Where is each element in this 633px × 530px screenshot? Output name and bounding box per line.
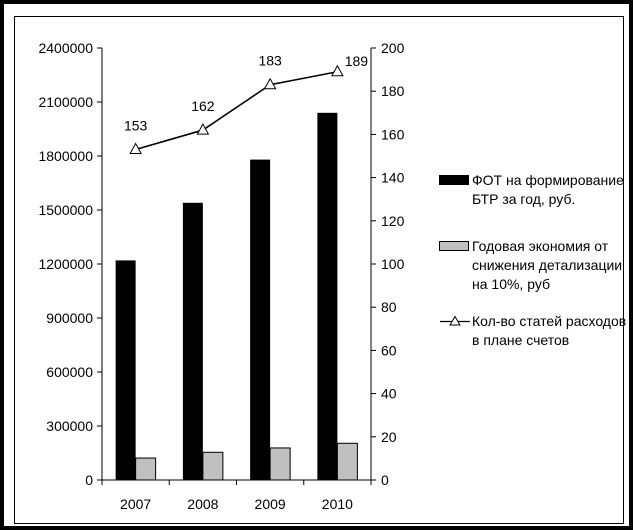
x-tick-label: 2010 xyxy=(322,496,353,512)
bar-fot xyxy=(250,159,271,480)
y-right-tick-label: 160 xyxy=(381,126,405,142)
chart-area: 0 300000 600000 900000 1200000 1500000 1800000… xyxy=(14,16,626,524)
x-tick-label: 2008 xyxy=(187,496,218,512)
y-right-tick-label: 80 xyxy=(381,299,397,315)
bar-savings xyxy=(336,442,358,481)
legend-label-articles-line2: в плане счетов xyxy=(472,332,570,348)
legend-label-savings-line1: Годовая экономия от xyxy=(472,238,609,254)
data-label-articles: 189 xyxy=(345,53,369,69)
bar-fot xyxy=(317,112,338,481)
y-right-tick-label: 180 xyxy=(381,83,405,99)
legend-swatch-fot xyxy=(439,175,469,185)
y-right-tick-label: 20 xyxy=(381,429,397,445)
combo-chart: 0 300000 600000 900000 1200000 1500000 1800000… xyxy=(38,40,405,512)
y-right-tick-label: 120 xyxy=(381,213,405,229)
bar-savings xyxy=(202,451,224,481)
line-articles xyxy=(135,70,338,151)
data-label-articles: 183 xyxy=(258,53,282,69)
y-right-tick-label: 100 xyxy=(381,256,405,272)
y-left-tick-label: 0 xyxy=(85,472,93,488)
legend-label-savings-line3: на 10%, руб xyxy=(472,276,551,292)
y-left-tick-label: 900000 xyxy=(46,310,93,326)
y-right-tick-label: 140 xyxy=(381,170,405,186)
y-right-tick-label: 200 xyxy=(381,40,405,56)
marker-articles xyxy=(196,123,210,135)
marker-articles xyxy=(129,142,142,155)
bar-fot xyxy=(182,202,203,481)
y-left-tick-label: 1500000 xyxy=(38,202,93,218)
legend-label-articles: Кол-во статей расходов в плане счетов xyxy=(472,312,633,350)
y-left-tick-label: 2400000 xyxy=(38,40,93,56)
x-tick-label: 2007 xyxy=(120,496,151,512)
legend-label-savings: Годовая экономия от снижения детализации… xyxy=(472,237,633,294)
marker-articles xyxy=(331,64,344,77)
legend-label-articles-line1: Кол-во статей расходов xyxy=(472,313,627,329)
x-tick-label: 2009 xyxy=(255,496,286,512)
marker-articles xyxy=(263,77,277,90)
legend-label-fot: ФОТ на формирование БТР за год, руб. xyxy=(472,171,633,209)
bar-fot xyxy=(115,260,136,480)
data-label-articles: 162 xyxy=(191,98,215,114)
data-label-articles: 153 xyxy=(124,118,148,134)
bar-savings xyxy=(135,457,157,481)
legend-label-savings-line2: снижения детализации xyxy=(472,257,623,273)
y-left-tick-label: 600000 xyxy=(46,364,93,380)
legend-label-fot-line1: ФОТ на формирование xyxy=(472,172,624,188)
legend-label-fot-line2: БТР за год, руб. xyxy=(472,191,576,207)
y-left-tick-label: 1800000 xyxy=(38,148,93,164)
bar-savings xyxy=(269,447,291,481)
y-left-tick-label: 300000 xyxy=(46,418,93,434)
legend-swatch-articles xyxy=(440,315,470,326)
legend-swatch-savings xyxy=(439,241,469,251)
y-left-tick-label: 2100000 xyxy=(38,94,93,110)
y-left-tick-label: 1200000 xyxy=(38,256,93,272)
y-right-tick-label: 40 xyxy=(381,386,397,402)
y-right-tick-label: 0 xyxy=(381,472,389,488)
y-right-tick-label: 60 xyxy=(381,342,397,358)
